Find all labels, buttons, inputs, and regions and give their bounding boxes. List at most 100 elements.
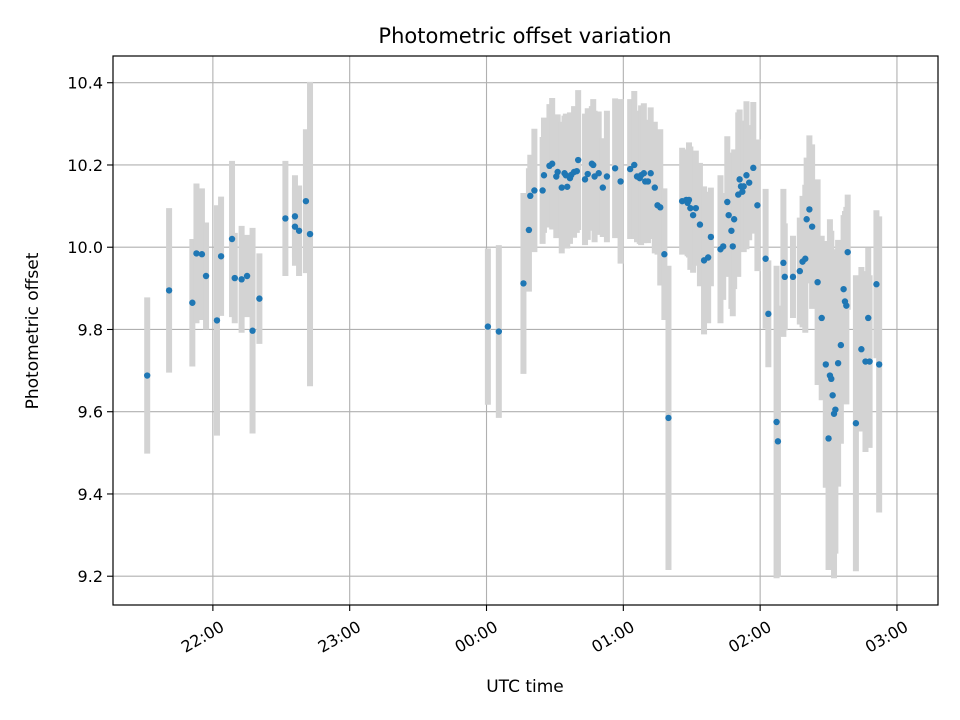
data-point [743,172,750,179]
y-tick-label: 9.2 [78,567,103,586]
data-point [828,375,835,383]
data-point [651,184,658,191]
data-point [644,178,652,185]
data-point [687,204,694,212]
data-point [808,223,816,230]
y-tick-label: 10.2 [67,156,103,175]
data-point [822,361,830,368]
data-point [875,361,883,368]
data-point [729,243,736,250]
data-point [558,184,565,191]
data-point [740,183,747,190]
data-point [217,253,225,260]
data-point [750,164,757,172]
data-point [724,198,731,206]
y-axis-ticks: 9.2 9.4 9.6 9.8 10.0 10.2 10.4 [67,74,113,586]
data-point [844,248,851,256]
data-point [626,165,634,173]
data-point [520,280,527,287]
data-point [640,170,648,177]
data-point [789,273,797,281]
x-axis-label: UTC time [486,677,564,697]
data-point [873,281,880,288]
data-point [295,227,303,234]
data-point [832,406,839,413]
data-point [202,272,210,280]
data-point [564,183,571,190]
data-point [189,299,196,306]
data-point [834,359,842,367]
data-point [765,310,772,318]
plot-frame [112,55,939,606]
data-point [773,418,780,426]
data-point [527,192,534,200]
data-point [249,327,256,334]
data-point [825,435,832,442]
data-point [603,173,611,180]
data-point [198,251,206,258]
data-point [661,251,668,258]
data-point [590,161,597,169]
data-point [548,160,556,167]
data-point [484,323,492,330]
data-point [730,216,738,223]
data-point [599,184,607,191]
y-tick-label: 9.8 [78,320,103,339]
data-point [803,216,810,223]
data-point [692,204,700,212]
y-tick-label: 9.6 [78,403,103,422]
data-point [291,213,299,220]
data-point [780,259,787,267]
data-point [858,346,865,353]
data-point [631,161,638,169]
data-point [282,215,289,222]
data-point [719,243,727,250]
y-axis-label: Photometric offset [23,252,43,409]
data-point [837,341,845,349]
data-point [144,372,151,379]
data-point [866,358,873,365]
data-point [852,420,860,427]
data-point [696,221,704,228]
data-point [238,276,245,283]
data-point [781,273,788,281]
data-point [745,179,753,186]
data-point [574,156,582,164]
data-point [707,233,715,241]
data-points [144,156,883,445]
data-point [554,168,561,176]
data-point [573,167,581,175]
data-point [728,227,735,234]
data-point [595,170,602,177]
data-point [306,230,314,238]
data-point [665,414,672,422]
data-point [806,206,813,213]
data-point [774,438,782,445]
y-tick-label: 10.4 [67,74,103,93]
data-point [525,226,533,234]
data-point [796,267,804,275]
data-point [165,287,173,294]
data-point [689,211,697,219]
data-point [611,165,619,172]
data-point [840,285,847,293]
data-point [685,196,693,204]
data-point [843,302,850,309]
data-point [739,188,746,195]
data-point [754,202,761,209]
data-point [617,178,624,185]
data-point [736,176,743,183]
data-point [539,187,546,194]
data-point [495,328,503,335]
data-point [865,314,872,322]
data-point [762,255,769,262]
data-point [581,176,589,183]
data-point [243,272,251,280]
data-point [228,235,236,243]
data-point [213,317,221,324]
data-point [657,204,664,211]
data-point [802,255,809,262]
data-point [531,187,538,194]
